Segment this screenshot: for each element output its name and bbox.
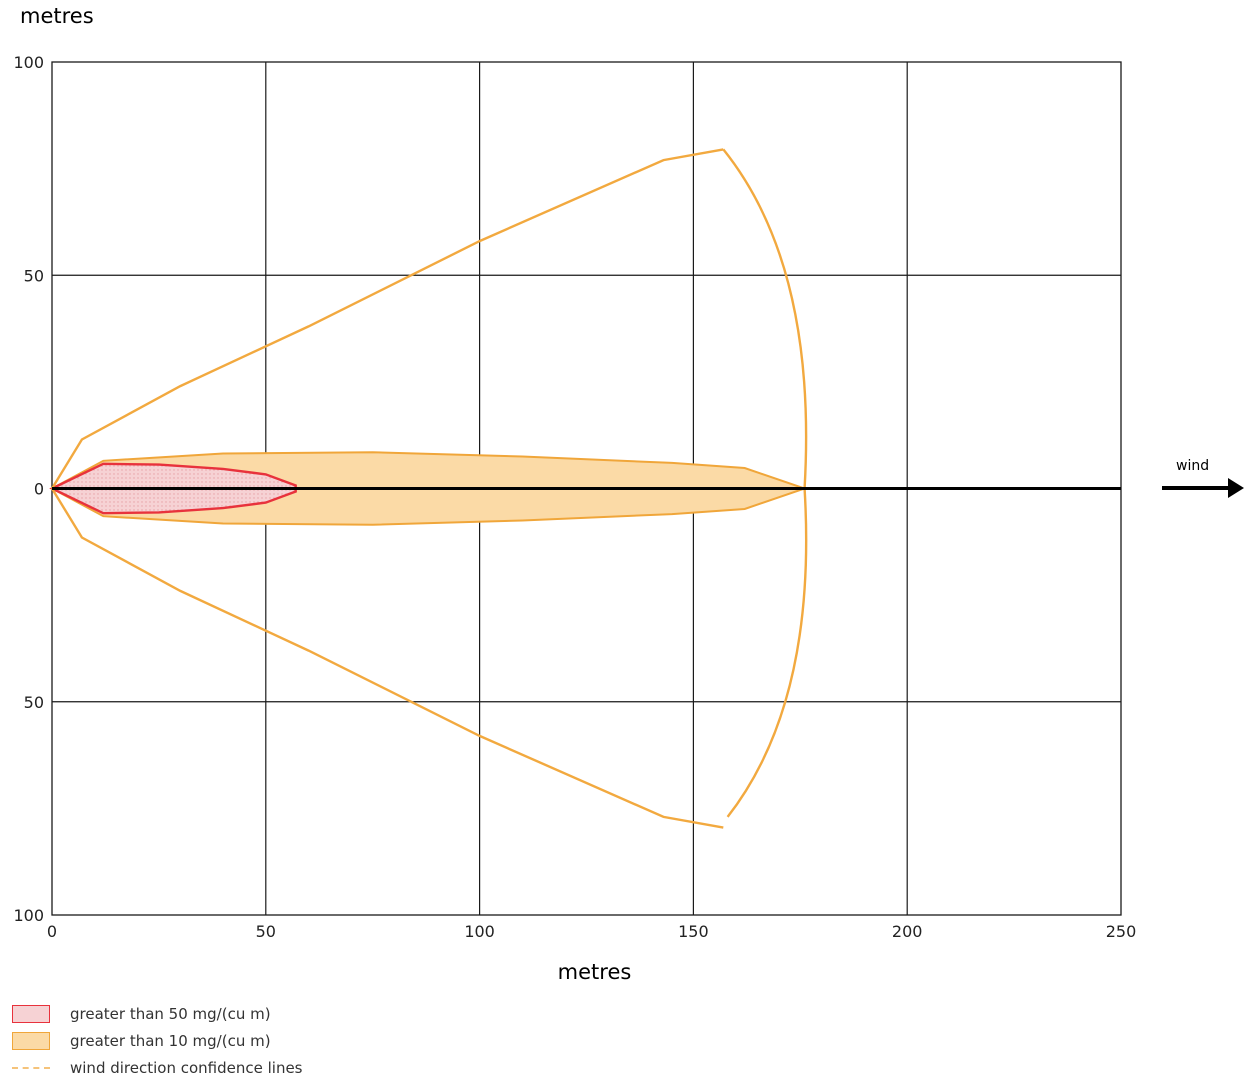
legend-label: greater than 50 mg/(cu m) <box>70 1004 271 1023</box>
confidence-line-upper <box>50 148 724 490</box>
legend-item-orange: greater than 10 mg/(cu m) <box>12 1027 303 1054</box>
legend-label: greater than 10 mg/(cu m) <box>70 1031 271 1050</box>
wind-arrow-icon <box>1162 478 1244 498</box>
x-axis-label: metres <box>557 960 632 984</box>
y-tick-label: 50 <box>24 693 44 712</box>
x-tick-label: 250 <box>1106 922 1137 941</box>
legend: greater than 50 mg/(cu m) greater than 1… <box>12 1000 303 1081</box>
y-tick-label: 0 <box>34 480 44 499</box>
legend-swatch-red <box>12 1004 50 1023</box>
x-tick-label: 200 <box>892 922 923 941</box>
x-tick-label: 0 <box>47 922 57 941</box>
legend-swatch-orange <box>12 1031 50 1050</box>
legend-swatch-dashed <box>12 1066 50 1069</box>
y-tick-label: 100 <box>13 906 44 925</box>
wind-indicator: wind <box>1160 456 1244 506</box>
confidence-line-lower <box>50 487 724 829</box>
legend-item-confidence: wind direction confidence lines <box>12 1054 303 1081</box>
grid-lines <box>51 61 1122 916</box>
legend-item-red: greater than 50 mg/(cu m) <box>12 1000 303 1027</box>
tick-labels: 0 50 100 150 200 250 100 50 0 50 100 <box>13 53 1136 941</box>
y-tick-label: 100 <box>13 53 44 72</box>
legend-label: wind direction confidence lines <box>70 1058 303 1077</box>
x-tick-label: 100 <box>464 922 495 941</box>
x-tick-label: 50 <box>256 922 276 941</box>
y-tick-label: 50 <box>24 266 44 285</box>
wind-label: wind <box>1176 458 1210 474</box>
y-axis-label: metres <box>20 4 94 28</box>
plume-chart: 0 50 100 150 200 250 100 50 0 50 100 <box>13 53 1136 941</box>
x-tick-label: 150 <box>678 922 709 941</box>
